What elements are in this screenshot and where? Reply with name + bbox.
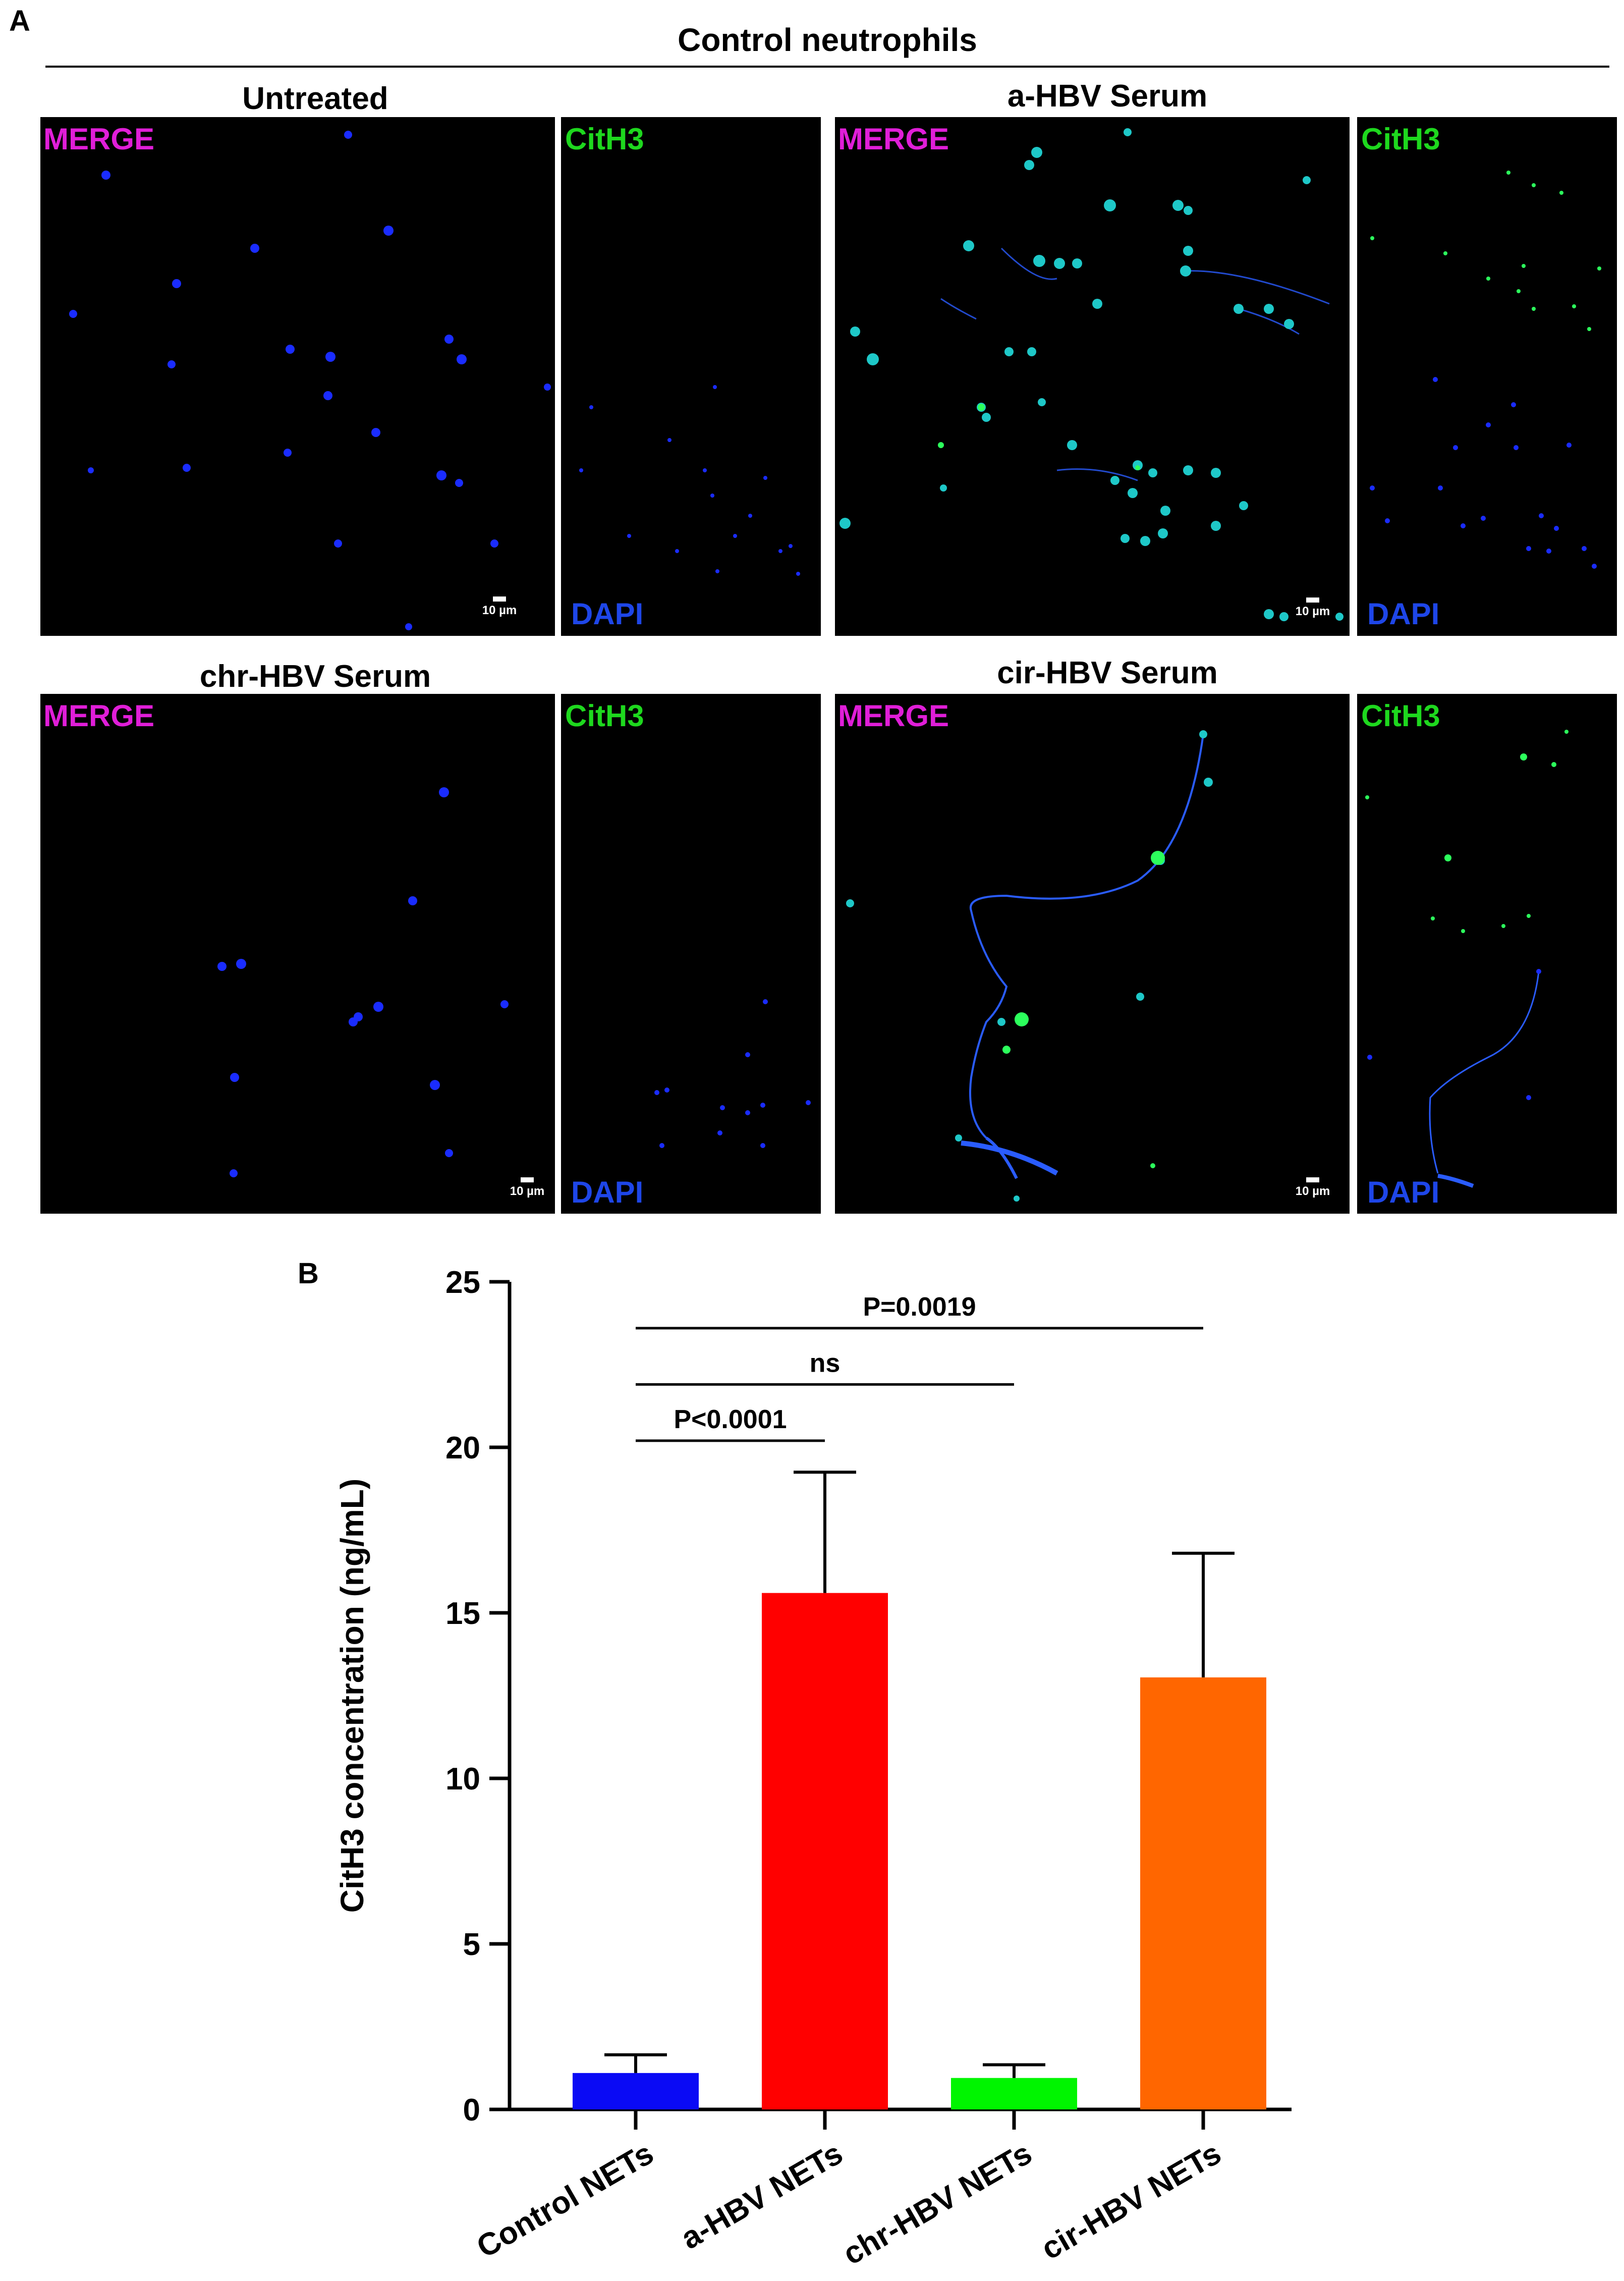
dapi-label: DAPI: [571, 597, 644, 631]
header-divider: [45, 66, 1609, 68]
nuclei-untreated-merge: [69, 131, 551, 630]
cith3-label: CitH3: [1361, 699, 1440, 733]
scale-bar: 10 µm: [1295, 1177, 1330, 1198]
micrograph-chr-hbv-merge: MERGE 10 µm: [40, 694, 555, 1214]
micrograph-a-hbv-merge: MERGE 10 µm: [835, 117, 1350, 636]
y-tick-label: 0: [463, 2093, 480, 2128]
bar-0: [573, 2073, 699, 2109]
y-tick-label: 20: [445, 1431, 480, 1465]
significance-label-2: P=0.0019: [863, 1292, 976, 1322]
nuclei-chr-hbv-merge: [217, 787, 509, 1177]
group-title-untreated: Untreated: [242, 81, 388, 116]
cith3-label: CitH3: [565, 122, 644, 156]
panel-b-letter: B: [298, 1257, 319, 1290]
bar-2: [951, 2078, 1077, 2109]
scale-bar: 10 µm: [1295, 598, 1330, 618]
nuclei-a-hbv-cith3: [1370, 171, 1601, 569]
x-tick-label: a-HBV NETs: [675, 2136, 849, 2256]
nuclei-cir-hbv-cith3: [1365, 730, 1569, 1188]
micrograph-chr-hbv-cith3-dapi: CitH3 DAPI: [561, 694, 821, 1214]
y-tick-label: 10: [445, 1762, 480, 1797]
micrograph-cir-hbv-merge: MERGE 10 µm: [835, 694, 1350, 1214]
micrograph-a-hbv-cith3-dapi: CitH3 DAPI: [1357, 117, 1617, 636]
x-tick-label: Control NETs: [471, 2136, 659, 2265]
nuclei-cir-hbv-merge: [846, 730, 1213, 1202]
significance-label-0: P<0.0001: [674, 1405, 787, 1434]
bar-1: [762, 1593, 888, 2109]
merge-label: MERGE: [838, 122, 949, 156]
x-tick-label: chr-HBV NETs: [837, 2136, 1038, 2271]
micrograph-untreated-merge: MERGE 10 µm: [40, 117, 555, 636]
bar-3: [1140, 1677, 1266, 2109]
micrograph-cir-hbv-cith3-dapi: CitH3 DAPI: [1357, 694, 1617, 1214]
x-tick-label: cir-HBV NETs: [1035, 2136, 1227, 2266]
cith3-label: CitH3: [565, 699, 644, 733]
dapi-label: DAPI: [571, 1175, 644, 1209]
dapi-label: DAPI: [1367, 597, 1440, 631]
significance-label-1: ns: [810, 1348, 841, 1378]
group-title-cir-hbv: cir-HBV Serum: [997, 656, 1218, 690]
nuclei-a-hbv-merge: [839, 128, 1343, 621]
bar-chart: 0 5 10 15 20 25 CitH3 concentration (ng/mL) Con…: [334, 1265, 1292, 2272]
panel-a-header: Control neutrophils: [678, 22, 977, 58]
scale-bar: 10 µm: [482, 596, 517, 617]
y-axis-label: CitH3 concentration (ng/mL): [334, 1479, 370, 1913]
micrograph-untreated-cith3-dapi: CitH3 DAPI: [561, 117, 821, 636]
nuclei-untreated-cith3: [579, 385, 800, 576]
dapi-label: DAPI: [1367, 1175, 1440, 1209]
y-tick-label: 25: [445, 1265, 480, 1300]
cith3-label: CitH3: [1361, 122, 1440, 156]
group-title-a-hbv: a-HBV Serum: [1007, 79, 1208, 114]
nuclei-chr-hbv-cith3: [654, 999, 811, 1148]
group-title-chr-hbv: chr-HBV Serum: [199, 659, 431, 694]
merge-label: MERGE: [838, 699, 949, 733]
y-tick-label: 15: [445, 1596, 480, 1631]
y-tick-label: 5: [463, 1927, 480, 1962]
scale-bar: 10 µm: [510, 1177, 545, 1198]
merge-label: MERGE: [43, 122, 155, 156]
merge-label: MERGE: [43, 699, 155, 733]
panel-a-letter: A: [9, 5, 30, 37]
